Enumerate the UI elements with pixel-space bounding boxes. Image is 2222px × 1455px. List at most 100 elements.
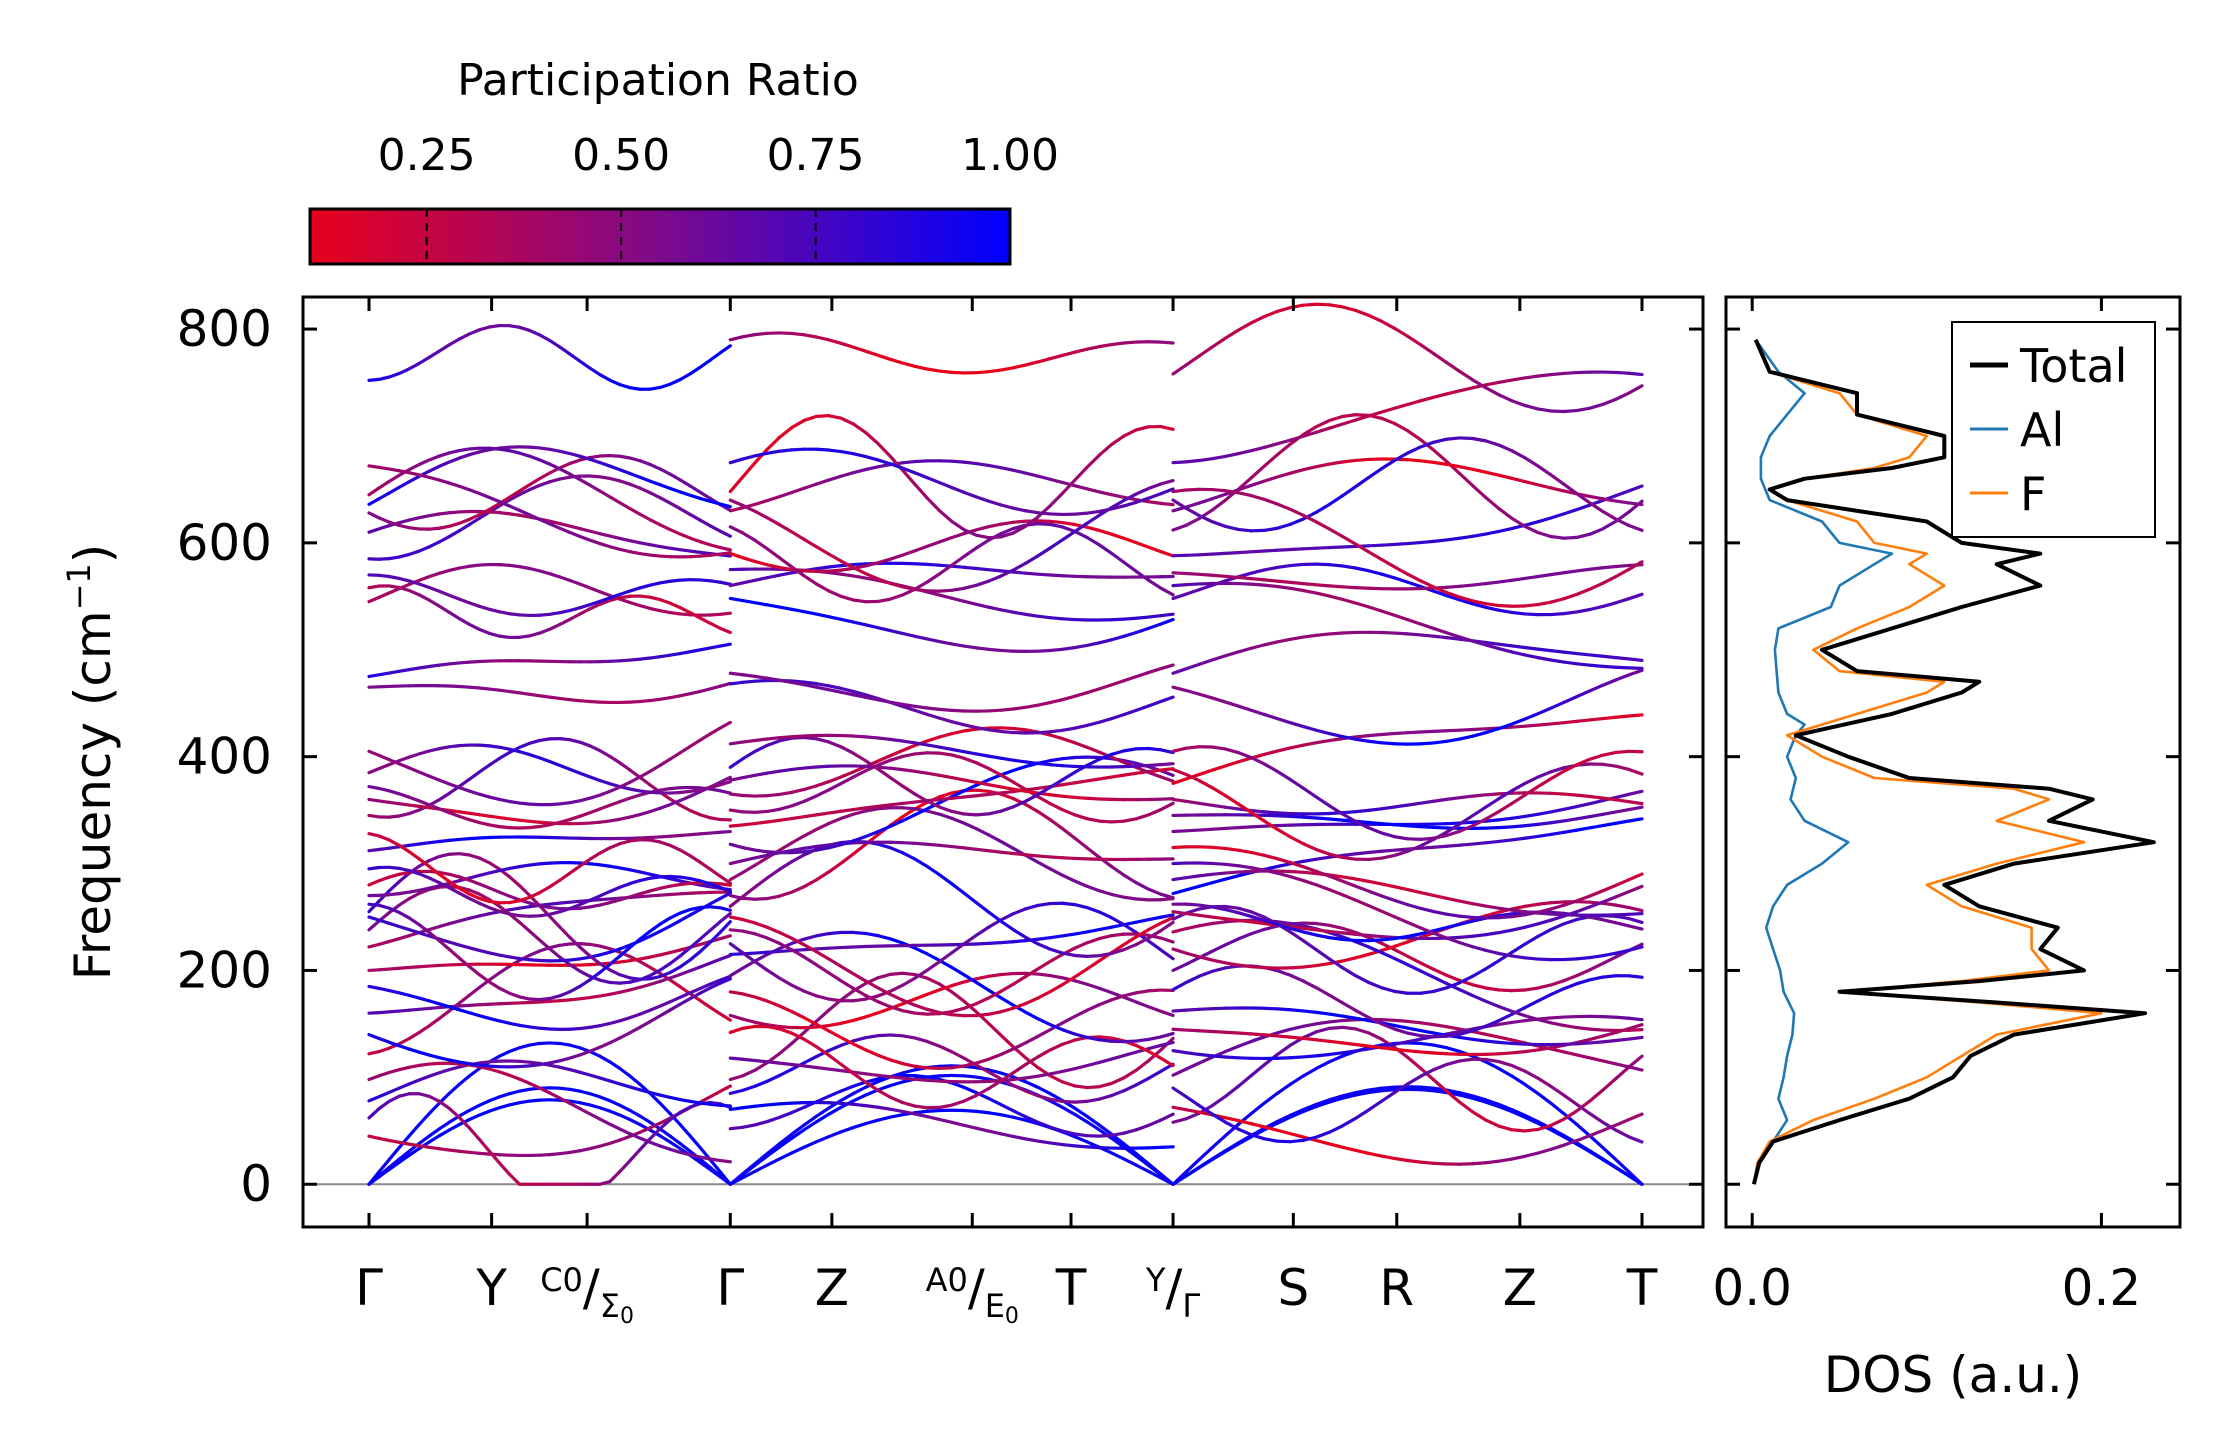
- band-segment: [1458, 471, 1475, 488]
- band-segment: [1418, 969, 1436, 979]
- band-segment: [1097, 1038, 1114, 1043]
- band-segment: [1301, 1022, 1318, 1028]
- band-segment: [1392, 402, 1410, 410]
- band-segment: [1085, 487, 1101, 494]
- band-segment: [377, 967, 391, 972]
- band-y-tick-label: 400: [177, 728, 272, 786]
- band-segment: [950, 485, 966, 494]
- band-segment: [1353, 601, 1371, 609]
- band-segment: [1366, 879, 1384, 886]
- band-segment: [802, 569, 818, 573]
- band-segment: [628, 1148, 642, 1163]
- band-segment: [1497, 1040, 1514, 1046]
- band-segment: [1262, 810, 1279, 815]
- band-segment: [387, 872, 401, 879]
- band-segment: [517, 451, 532, 458]
- band-segment: [827, 1101, 843, 1105]
- band-segment: [568, 903, 582, 911]
- band-segment: [728, 1026, 745, 1035]
- band-segment: [802, 794, 818, 803]
- band-segment: [487, 906, 502, 913]
- band-segment: [1223, 917, 1240, 922]
- band-segment: [377, 1165, 391, 1178]
- band-segment: [387, 371, 401, 379]
- band-segment: [827, 997, 843, 1003]
- dos-series-total: [1751, 338, 2156, 1185]
- band-segment: [678, 612, 692, 617]
- band-segment: [1627, 657, 1644, 662]
- band-segment: [1588, 961, 1605, 972]
- band-segment: [863, 1011, 880, 1019]
- band-segment: [839, 566, 855, 572]
- band-segment: [1510, 610, 1527, 616]
- band-segment: [698, 1160, 712, 1172]
- band-segment: [1510, 824, 1527, 829]
- band-segment: [753, 848, 769, 854]
- band-segment: [477, 743, 492, 748]
- band-segment: [477, 896, 492, 904]
- band-segment: [937, 1079, 954, 1084]
- band-segment: [1392, 849, 1410, 858]
- band-segment: [1340, 597, 1358, 605]
- band-segment: [986, 499, 1003, 507]
- band-segment: [962, 546, 978, 559]
- band-segment: [1060, 1142, 1077, 1148]
- band-segment: [1073, 691, 1089, 698]
- band-segment: [708, 579, 722, 584]
- band-segment: [377, 799, 391, 804]
- k-point-label: Y: [475, 1259, 507, 1317]
- band-segment: [1159, 1172, 1175, 1186]
- band-segment: [377, 1046, 391, 1054]
- band-segment: [1614, 819, 1631, 825]
- band-segment: [1085, 513, 1101, 525]
- band-segment: [708, 1089, 722, 1099]
- band-segment: [477, 820, 492, 827]
- band-segment: [1431, 1062, 1449, 1072]
- band-segment: [728, 808, 745, 814]
- band-segment: [698, 785, 712, 792]
- band-segment: [1249, 927, 1266, 936]
- band-segment: [900, 585, 917, 591]
- band-segment: [753, 809, 769, 814]
- band-segment: [427, 803, 441, 811]
- band-segment: [888, 1113, 905, 1119]
- band-segment: [558, 1056, 572, 1063]
- band-segment: [507, 875, 522, 888]
- band-segment: [497, 797, 512, 804]
- band-segment: [618, 454, 632, 460]
- band-segment: [628, 1108, 642, 1118]
- band-segment: [1458, 919, 1475, 926]
- band-segment: [427, 454, 441, 462]
- band-segment: [950, 370, 966, 375]
- band-segment: [397, 480, 411, 489]
- band-segment: [638, 959, 652, 969]
- band-segment: [962, 644, 978, 650]
- band-segment: [598, 475, 612, 481]
- band-segment: [1562, 660, 1579, 666]
- band-segment: [1575, 757, 1592, 767]
- band-segment: [1510, 904, 1527, 911]
- band-segment: [538, 517, 552, 526]
- band-segment: [538, 912, 552, 918]
- band-segment: [986, 463, 1003, 470]
- band-segment: [1458, 598, 1475, 606]
- band-segment: [1458, 369, 1475, 382]
- band-segment: [1327, 414, 1344, 423]
- band-segment: [1288, 1035, 1305, 1040]
- band-segment: [538, 938, 552, 951]
- band-segment: [1510, 476, 1527, 484]
- band-segment: [1036, 761, 1052, 767]
- band-segment: [1549, 409, 1566, 414]
- band-segment: [538, 627, 552, 635]
- band-segment: [1379, 542, 1397, 547]
- band-segment: [986, 773, 1003, 782]
- band-segment: [1327, 852, 1344, 860]
- band-segment: [1060, 1038, 1077, 1046]
- band-segment: [1366, 1099, 1384, 1112]
- band-segment: [598, 541, 612, 549]
- band-segment: [1109, 864, 1126, 877]
- band-segment: [753, 1061, 769, 1072]
- band-segment: [1122, 895, 1138, 901]
- band-segment: [397, 668, 411, 673]
- band-segment: [1562, 1014, 1579, 1019]
